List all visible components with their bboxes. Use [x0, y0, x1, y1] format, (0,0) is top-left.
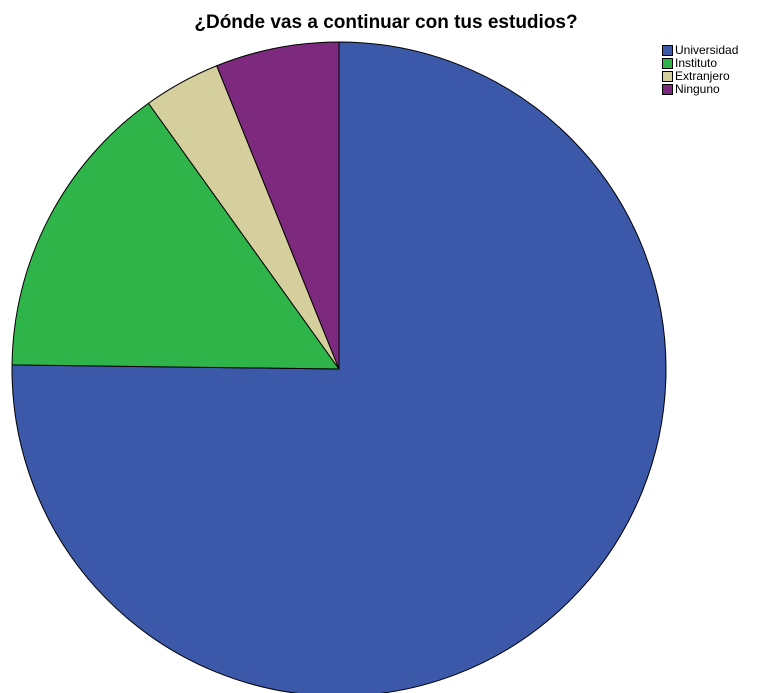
- legend-label-ninguno: Ninguno: [675, 82, 720, 96]
- pie-slices: [11, 41, 667, 693]
- legend-label-universidad: Universidad: [675, 43, 739, 57]
- legend-item-universidad: Universidad: [662, 44, 738, 57]
- legend-swatch-universidad: [662, 45, 673, 56]
- legend-label-instituto: Instituto: [675, 56, 718, 70]
- pie-slice-instituto: [11, 102, 340, 370]
- legend-swatch-ninguno: [662, 84, 673, 95]
- pie-slice-universidad: [11, 41, 667, 693]
- chart-legend: Universidad Instituto Extranjero Ninguno: [662, 44, 738, 96]
- pie-slice-ninguno: [216, 41, 340, 370]
- legend-swatch-instituto: [662, 58, 673, 69]
- chart-title: ¿Dónde vas a continuar con tus estudios?: [194, 12, 578, 33]
- legend-swatch-extranjero: [662, 71, 673, 82]
- legend-item-instituto: Instituto: [662, 57, 738, 70]
- legend-item-extranjero: Extranjero: [662, 70, 738, 83]
- legend-label-extranjero: Extranjero: [675, 69, 730, 83]
- legend-item-ninguno: Ninguno: [662, 83, 738, 96]
